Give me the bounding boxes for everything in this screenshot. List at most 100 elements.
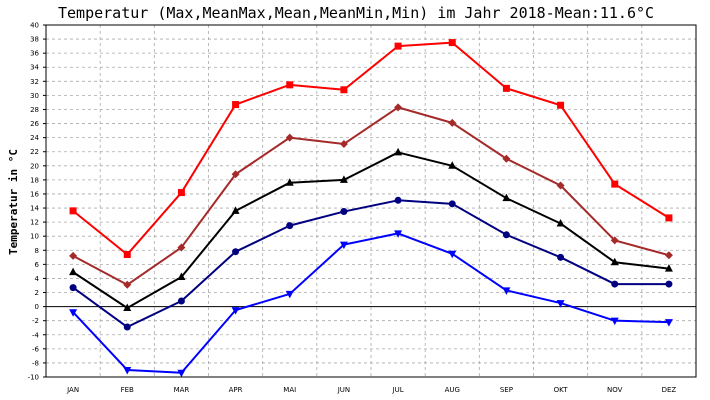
data-point-diamond — [664, 251, 673, 260]
data-point-triangle-up — [664, 264, 673, 272]
series-line-4 — [72, 232, 669, 374]
data-point-triangle-down — [231, 307, 240, 315]
y-tick-label: -4 — [32, 331, 40, 339]
y-tick-label: 14 — [30, 205, 39, 213]
y-tick-label: 12 — [30, 219, 39, 227]
data-point-triangle-up — [556, 219, 565, 227]
y-tick-label: -10 — [28, 374, 39, 382]
data-point-triangle-down — [610, 317, 619, 326]
data-point-square — [557, 101, 565, 109]
series-0 — [69, 39, 673, 259]
data-point-triangle-up — [394, 147, 403, 156]
data-point-diamond — [394, 103, 403, 112]
y-tick-label: -6 — [32, 345, 40, 353]
series-lines — [69, 39, 673, 378]
y-tick-label: 6 — [35, 261, 40, 269]
data-point-square — [123, 251, 131, 259]
y-tick-label: 4 — [35, 275, 40, 283]
y-axis-label: Temperatur in °C — [7, 149, 20, 255]
data-point-square — [340, 86, 348, 94]
y-tick-label: 24 — [30, 134, 39, 142]
x-tick-label-mar: MAR — [174, 386, 190, 394]
x-tick-label-mai: MAI — [283, 386, 296, 394]
series-line-1 — [72, 106, 670, 286]
data-point-triangle-down — [69, 309, 78, 317]
data-point-diamond — [339, 139, 348, 148]
series-4 — [69, 230, 673, 378]
chart-title: Temperatur (Max,MeanMax,Mean,MeanMin,Min… — [58, 4, 654, 22]
series-line-2 — [72, 151, 670, 310]
data-point-triangle-down — [123, 366, 132, 375]
data-point-square — [69, 207, 77, 215]
x-tick-label-apr: APR — [229, 386, 243, 394]
x-tick-labels: JAN FEB MAR APR MAI JUN JUL AUG SEP OKT NOV DEZ — [66, 386, 676, 394]
data-point-circle — [665, 280, 673, 288]
y-tick-label: 0 — [35, 303, 39, 311]
data-point-circle — [502, 231, 510, 239]
x-tick-label-okt: OKT — [554, 386, 569, 394]
data-point-triangle-down — [664, 319, 673, 327]
x-tick-label-nov: NOV — [607, 386, 623, 394]
data-point-triangle-up — [448, 161, 457, 169]
data-point-triangle-up — [69, 267, 78, 276]
data-point-square — [611, 180, 619, 188]
data-point-triangle-up — [285, 178, 294, 186]
y-tick-label: -2 — [32, 317, 39, 325]
data-point-diamond — [123, 280, 132, 289]
x-tick-label-jun: JUN — [337, 386, 350, 394]
axes — [43, 24, 697, 378]
data-point-square — [232, 101, 240, 109]
data-point-circle — [286, 222, 294, 230]
data-point-circle — [177, 297, 185, 305]
data-point-diamond — [285, 133, 294, 142]
data-point-diamond — [556, 181, 565, 190]
y-tick-label: 16 — [30, 190, 39, 198]
series-1 — [69, 103, 673, 289]
data-point-square — [502, 84, 510, 92]
data-point-circle — [557, 253, 565, 261]
series-line-3 — [72, 199, 669, 329]
data-point-triangle-down — [177, 369, 186, 378]
data-point-square — [286, 81, 294, 89]
y-tick-label: 8 — [35, 247, 39, 255]
data-point-triangle-down — [448, 250, 457, 259]
y-tick-label: 22 — [30, 148, 39, 156]
data-point-circle — [394, 196, 402, 204]
data-point-triangle-down — [502, 287, 511, 295]
grid-lines — [46, 25, 696, 377]
data-point-diamond — [502, 154, 511, 163]
data-point-triangle-up — [339, 175, 348, 183]
data-point-circle — [611, 280, 619, 288]
y-tick-label: 30 — [30, 92, 39, 100]
x-tick-label-aug: AUG — [445, 386, 460, 394]
x-tick-label-feb: FEB — [121, 386, 134, 394]
y-tick-label: 10 — [30, 233, 39, 241]
data-point-triangle-down — [339, 241, 348, 250]
data-point-diamond — [177, 243, 186, 252]
data-point-triangle-up — [610, 257, 619, 266]
y-tick-label: 26 — [30, 120, 39, 128]
data-point-triangle-up — [502, 193, 511, 202]
data-point-diamond — [231, 170, 240, 179]
y-tick-label: 18 — [30, 176, 39, 184]
data-point-square — [448, 39, 456, 47]
data-point-square — [177, 189, 185, 197]
y-tick-label: 32 — [30, 78, 39, 86]
series-2 — [69, 147, 673, 312]
y-tick-label: 28 — [30, 106, 39, 114]
data-point-triangle-down — [285, 290, 294, 299]
series-3 — [69, 196, 673, 331]
data-point-diamond — [69, 251, 78, 260]
y-tick-label: 2 — [35, 289, 39, 297]
series-line-0 — [72, 41, 670, 256]
y-tick-label: 38 — [30, 36, 39, 44]
data-point-triangle-up — [177, 272, 186, 281]
y-tick-labels: -10-8-6-4-202468101214161820222426283032… — [28, 22, 40, 382]
x-tick-label-dez: DEZ — [662, 386, 677, 394]
data-point-triangle-up — [231, 206, 240, 214]
data-point-diamond — [448, 118, 457, 127]
data-point-triangle-down — [394, 230, 403, 238]
y-tick-label: 40 — [30, 22, 39, 30]
